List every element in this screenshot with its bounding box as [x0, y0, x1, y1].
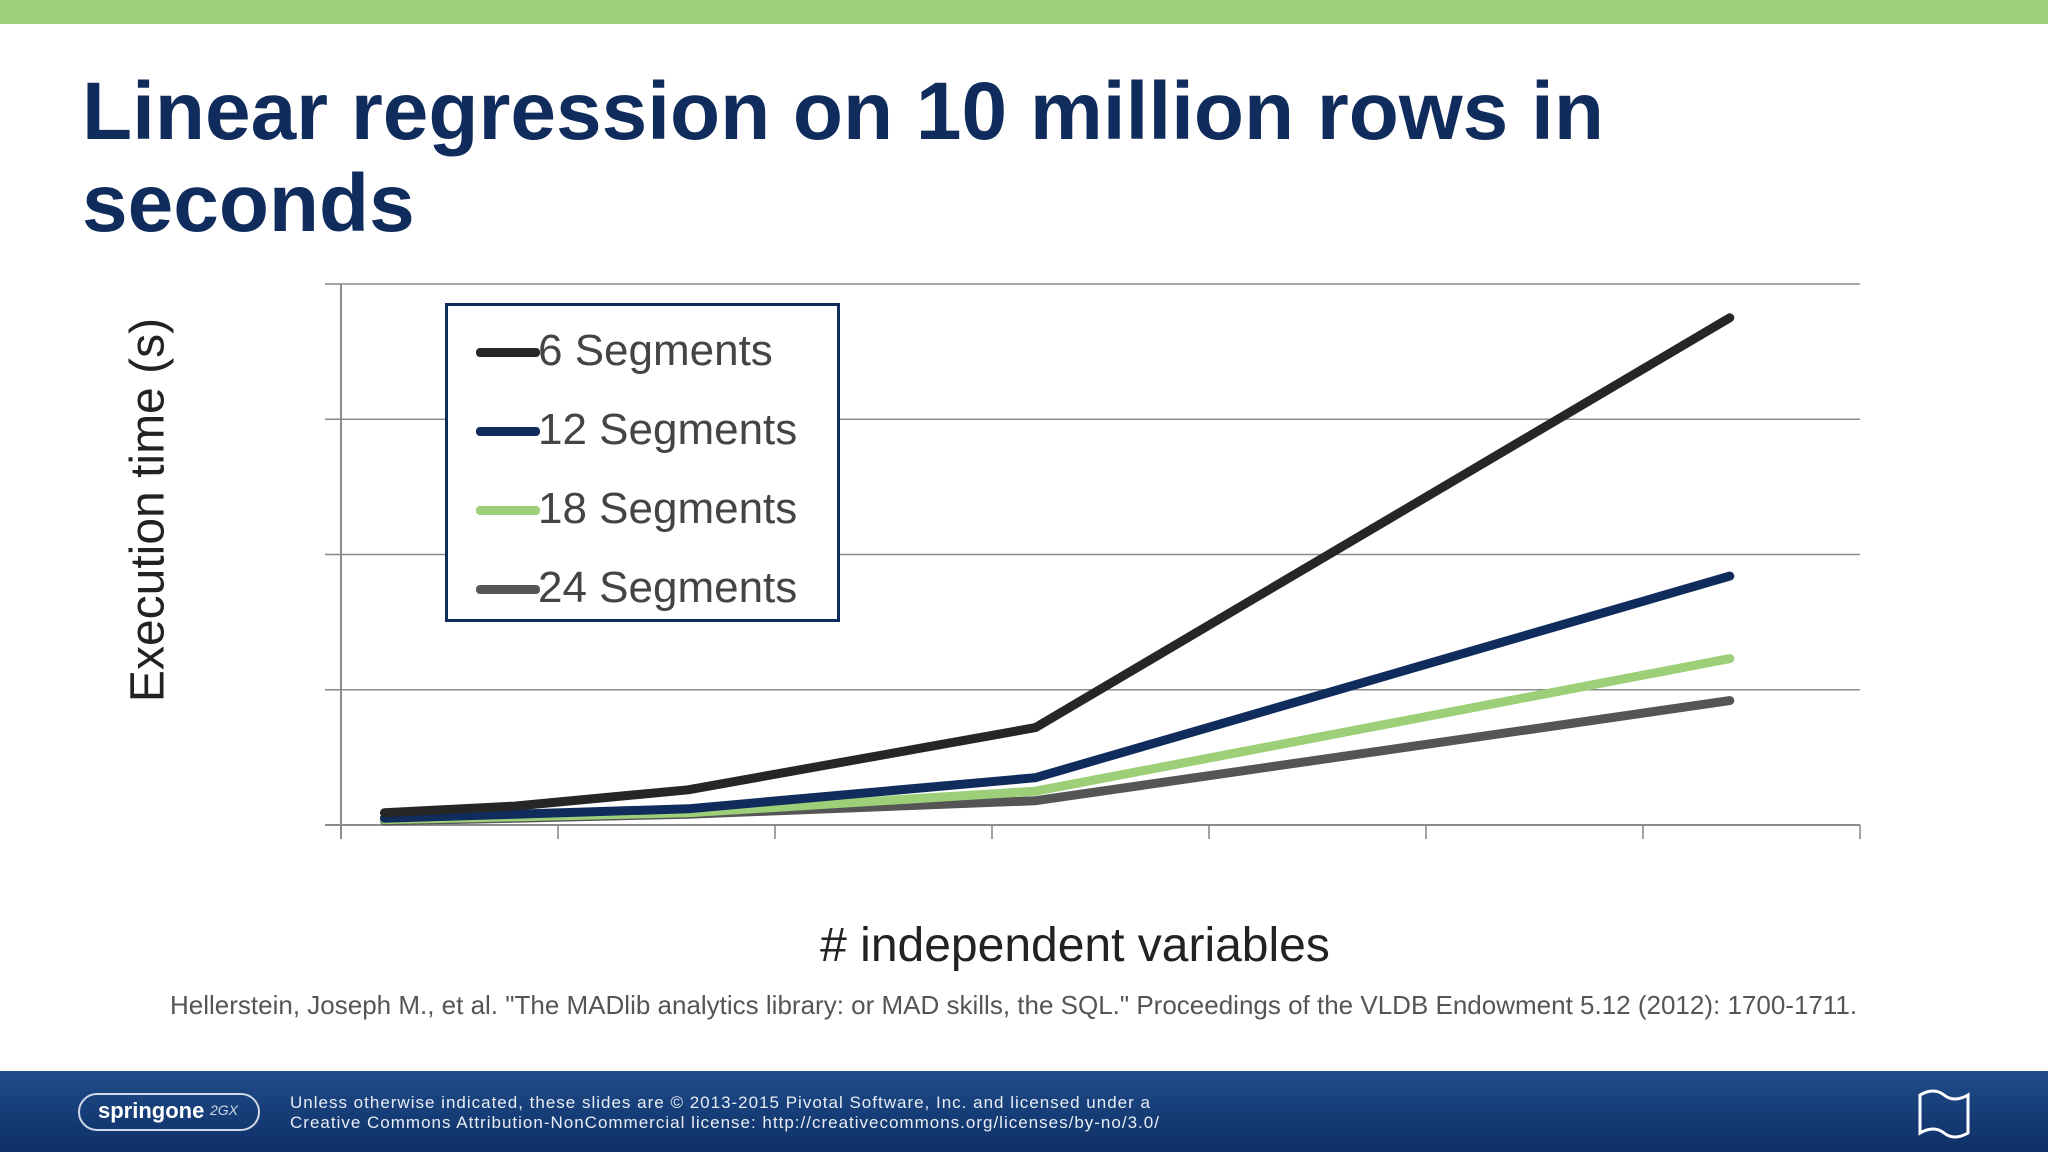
legend-item-12-segments: 12 Segments: [476, 405, 836, 455]
springone-logo: springone 2GX: [78, 1093, 260, 1131]
license-line-2: Creative Commons Attribution-NonCommerci…: [290, 1113, 1160, 1132]
chart-series: [379, 313, 1735, 826]
license-notice: Unless otherwise indicated, these slides…: [290, 1093, 1490, 1133]
license-line-1: Unless otherwise indicated, these slides…: [290, 1093, 1151, 1112]
legend-swatch: [476, 506, 540, 515]
legend-item-6-segments: 6 Segments: [476, 326, 836, 376]
chart-axes: [325, 283, 1861, 839]
top-accent-bar: [0, 0, 2048, 24]
legend-item-24-segments: 24 Segments: [476, 563, 836, 613]
legend-swatch: [476, 427, 540, 436]
series-line-12-segments: [379, 571, 1735, 823]
legend-label: 24 Segments: [538, 563, 798, 612]
legend-label: 18 Segments: [538, 484, 798, 533]
legend-label: 6 Segments: [538, 326, 773, 375]
flag-icon: [1918, 1089, 1970, 1139]
footer-bar: springone 2GX Unless otherwise indicated…: [0, 1071, 2048, 1152]
series-line-6-segments: [379, 313, 1735, 818]
chart-legend: 6 Segments 12 Segments 18 Segments 24 Segme…: [445, 303, 840, 622]
y-axis-label-text: Execution time (s): [121, 317, 175, 703]
legend-item-18-segments: 18 Segments: [476, 484, 836, 534]
legend-label: 12 Segments: [538, 405, 798, 454]
legend-swatch: [476, 585, 540, 594]
legend-swatch: [476, 348, 540, 357]
logo-text: springone: [98, 1098, 205, 1123]
slide-title: Linear regression on 10 million rows in …: [82, 66, 1604, 249]
citation: Hellerstein, Joseph M., et al. "The MADl…: [170, 990, 1858, 1020]
logo-sub-text: 2GX: [210, 1102, 239, 1118]
x-axis-label: # independent variables: [820, 919, 1330, 972]
